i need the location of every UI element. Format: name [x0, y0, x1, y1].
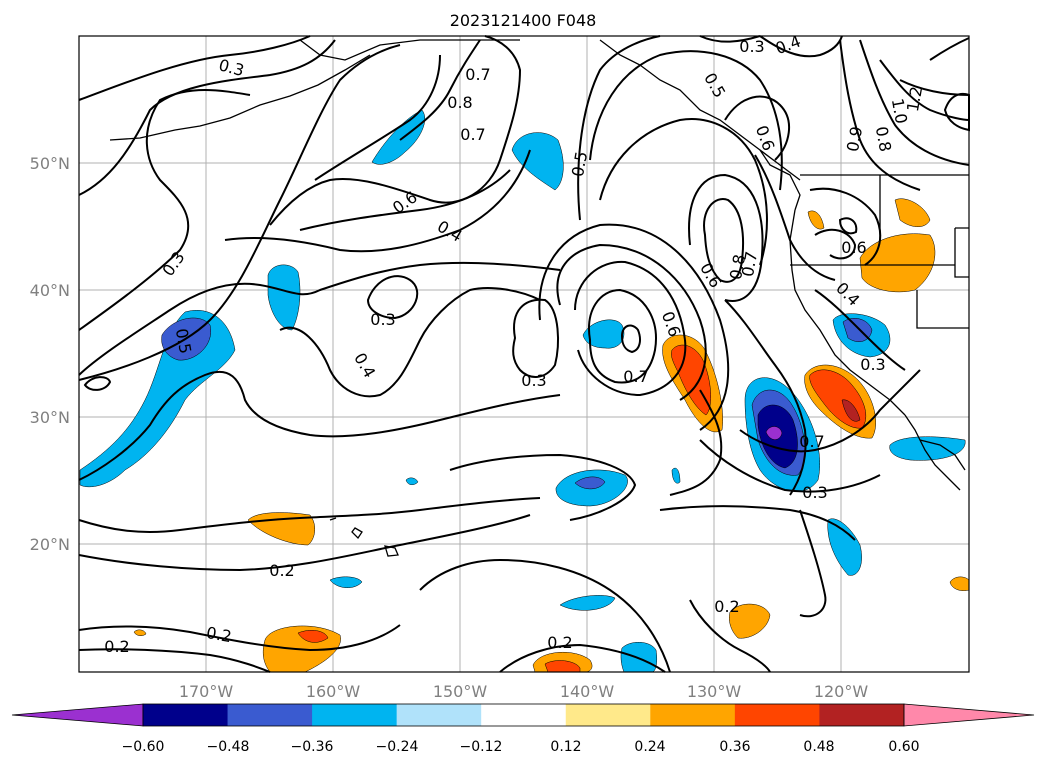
contour-label: 0.5	[568, 150, 591, 178]
lon-label: 170°W	[179, 682, 234, 701]
lat-label: 30°N	[30, 408, 70, 427]
pos-core-bottom	[544, 660, 581, 673]
colorbar-tick: −0.24	[376, 739, 419, 755]
contour-label: 0.2	[714, 597, 739, 616]
contour-label: 0.3	[370, 310, 395, 329]
coastlines	[109, 39, 969, 557]
pos-area-small-north	[807, 210, 825, 230]
colorbar	[11, 703, 1035, 727]
aleutian-chain	[109, 54, 371, 141]
contour-label: 0.5	[172, 327, 195, 355]
colorbar-tick: 0.60	[888, 739, 919, 755]
contour-label: 1.0	[888, 97, 911, 125]
baja-coast	[904, 414, 961, 491]
lat-label: 20°N	[30, 535, 70, 554]
lat-axis: 50°N 40°N 30°N 20°N	[30, 154, 70, 554]
lon-label: 130°W	[687, 682, 742, 701]
contour-lines	[78, 35, 970, 673]
colorbar-swatch	[734, 704, 820, 726]
colorbar-tick: −0.36	[291, 739, 334, 755]
lon-label: 150°W	[433, 682, 488, 701]
neg-area-tiny-2	[671, 467, 681, 484]
contour-label: 0.3	[860, 355, 885, 374]
pos-area-tiny	[133, 629, 147, 636]
pos-core-135w	[671, 344, 711, 416]
colorbar-tick: 0.24	[634, 739, 665, 755]
colorbar-tick: −0.48	[207, 739, 250, 755]
us-west-coast	[789, 209, 906, 416]
neg-area-tiny-1	[405, 477, 419, 485]
contour-label: 0.8	[872, 125, 895, 153]
contour-label: 0.7	[738, 250, 761, 278]
pos-area-nw-us-2	[894, 198, 931, 227]
map-title: 2023121400 F048	[450, 11, 597, 30]
lon-label: 120°W	[814, 682, 869, 701]
colorbar-swatch	[396, 704, 482, 726]
colorbar-tick: 0.48	[803, 739, 834, 755]
colorbar-extend-low	[11, 703, 144, 727]
neg-area-nw-alaska	[371, 109, 426, 165]
contour-label: 0.8	[726, 253, 749, 281]
neg-area-small-2	[559, 595, 616, 611]
contour-label: 0.3	[802, 483, 827, 502]
se-alaska-coast	[599, 39, 801, 181]
contour-label: 0.7	[465, 65, 490, 84]
contour-label: 0.3	[521, 371, 546, 390]
bc-coast	[759, 149, 801, 211]
contour-label: 0.2	[205, 623, 233, 646]
map-frame	[78, 35, 970, 673]
neg-area-20n-120w	[827, 518, 862, 576]
colorbar-swatch	[650, 704, 736, 726]
colorbar-tick: 0.12	[550, 739, 581, 755]
contour-label: 0.8	[447, 93, 472, 112]
colorbar-frame	[142, 703, 905, 727]
colorbar-swatch	[481, 704, 567, 726]
shaded-fields	[79, 109, 970, 673]
lon-label: 160°W	[306, 682, 361, 701]
colorbar-swatch	[819, 704, 905, 726]
colorbar-tick: −0.60	[122, 739, 165, 755]
pos-core-18n	[297, 630, 329, 643]
colorbar-swatch	[565, 704, 651, 726]
pos-area-16n	[729, 603, 771, 639]
baja-gulf	[919, 439, 966, 471]
map-panel: 0.3 0.7 0.8 0.7 0.6 0.4 0.5 0.3 0.3 0.4 …	[78, 32, 970, 673]
lon-axis: 170°W 160°W 150°W 140°W 130°W 120°W	[179, 682, 869, 701]
neg-max-125w	[765, 426, 783, 440]
gridlines	[79, 36, 969, 672]
neg-area-155w	[267, 264, 301, 331]
contour-label: 1.2	[903, 85, 926, 113]
pos-deep-120w	[841, 399, 861, 422]
neg-area-gulf	[511, 132, 564, 191]
us-border-4	[916, 290, 969, 329]
colorbar-swatch	[312, 704, 398, 726]
colorbar-tick: 0.36	[719, 739, 750, 755]
contour-label: 0.2	[269, 561, 294, 580]
colorbar-extend-high	[903, 703, 1035, 727]
contour-label: 0.7	[460, 125, 485, 144]
contour-label: 0.6	[841, 238, 866, 257]
neg-area-small-1	[329, 576, 363, 588]
lon-label: 140°W	[560, 682, 615, 701]
contour-label: 0.9	[843, 125, 866, 153]
lat-label: 40°N	[30, 281, 70, 300]
colorbar-swatch	[227, 704, 313, 726]
colorbar-tick: −0.12	[460, 739, 503, 755]
neg-area-bottom	[620, 642, 658, 673]
contour-label: 0.7	[799, 432, 824, 451]
contour-label: 0.3	[739, 37, 764, 56]
contour-label: 0.7	[623, 367, 648, 386]
contour-label: 0.2	[547, 633, 572, 652]
colorbar-ticks: −0.60 −0.48 −0.36 −0.24 −0.12 0.12 0.24 …	[122, 739, 920, 755]
colorbar-swatch	[143, 704, 229, 726]
lat-label: 50°N	[30, 154, 70, 173]
contour-label: 0.2	[104, 637, 129, 656]
neg-core-140w	[574, 476, 606, 490]
us-border-5	[954, 227, 969, 278]
